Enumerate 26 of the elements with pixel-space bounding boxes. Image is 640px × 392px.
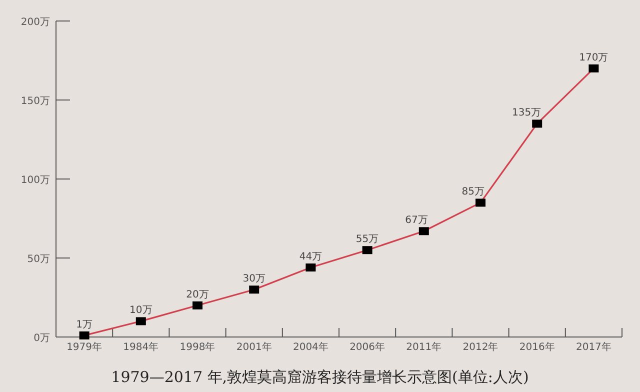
data-label: 30万	[242, 274, 266, 285]
x-tick-label: 2016年	[519, 341, 555, 353]
data-label: 170万	[579, 52, 608, 64]
y-tick-label: 0万	[34, 333, 50, 344]
y-tick-label: 100万	[20, 175, 50, 186]
data-label: 1万	[76, 319, 92, 330]
y-tick-label: 50万	[27, 254, 50, 265]
data-label: 135万	[512, 108, 542, 119]
data-label: 67万	[405, 215, 428, 226]
data-label: 55万	[356, 234, 379, 246]
text: 1979—2017 年,敦煌莫高窟游客接待量增长示意图(单位:人次)	[111, 368, 529, 386]
x-tick-label: 2017年	[576, 341, 612, 353]
x-tick-label: 2011年	[406, 341, 442, 353]
x-tick-label: 2001年	[236, 341, 272, 353]
data-label: 10万	[130, 305, 152, 316]
y-tick-label: 200万	[20, 17, 50, 28]
x-tick-label: 1979年	[66, 341, 102, 353]
data-label: 44万	[299, 251, 322, 262]
x-tick-label: 1998年	[180, 341, 216, 353]
data-label: 85万	[462, 186, 484, 198]
x-tick-label: 2004年	[292, 341, 328, 353]
data-label: 20万	[186, 289, 209, 300]
x-tick-label: 2012年	[462, 341, 498, 353]
x-tick-label: 1984年	[123, 341, 159, 353]
y-tick-label: 150万	[20, 96, 50, 107]
x-tick-label: 2006年	[350, 341, 386, 353]
